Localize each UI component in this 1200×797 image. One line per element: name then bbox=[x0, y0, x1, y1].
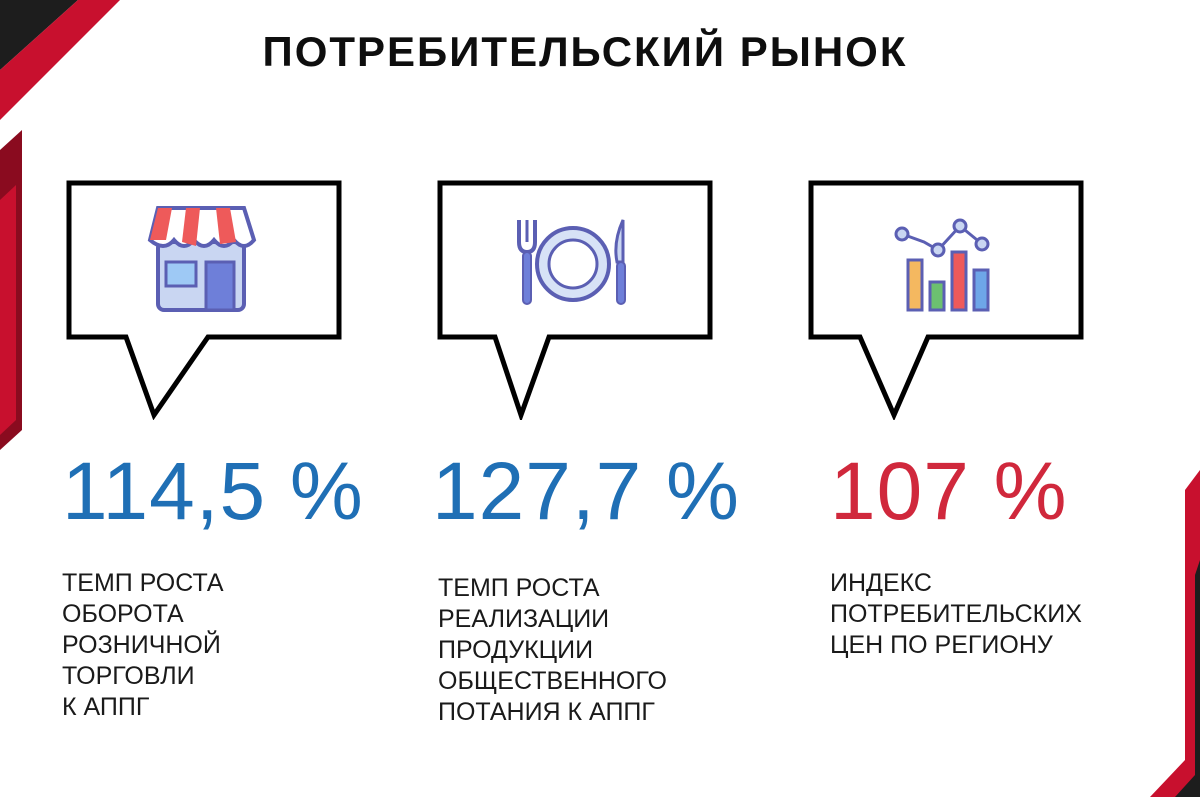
plate-cutlery-icon bbox=[517, 219, 626, 305]
card-catering bbox=[437, 180, 713, 420]
catering-growth-value: 127,7 % bbox=[432, 446, 740, 537]
speech-bubble bbox=[808, 180, 1084, 420]
card-cpi bbox=[808, 180, 1084, 420]
shop-icon bbox=[147, 206, 257, 312]
retail-description: ТЕМП РОСТА ОБОРОТА РОЗНИЧНОЙ ТОРГОВЛИ К … bbox=[62, 569, 224, 721]
card-retail bbox=[66, 180, 342, 420]
cpi-description: ИНДЕКС ПОТРЕБИТЕЛЬСКИХ ЦЕН ПО РЕГИОНУ bbox=[830, 569, 1082, 659]
catering-description: ТЕМП РОСТА РЕАЛИЗАЦИИ ПРОДУКЦИИ ОБЩЕСТВЕ… bbox=[438, 574, 667, 726]
retail-growth-value: 114,5 % bbox=[62, 446, 364, 537]
bar-chart-icon bbox=[894, 218, 990, 312]
cpi-value: 107 % bbox=[830, 446, 1068, 537]
page-title: ПОТРЕБИТЕЛЬСКИЙ РЫНОК bbox=[262, 28, 908, 75]
